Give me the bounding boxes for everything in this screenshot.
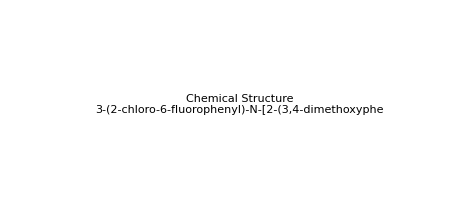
Text: Chemical Structure
3-(2-chloro-6-fluorophenyl)-N-[2-(3,4-dimethoxyphe: Chemical Structure 3-(2-chloro-6-fluorop… (95, 93, 384, 115)
